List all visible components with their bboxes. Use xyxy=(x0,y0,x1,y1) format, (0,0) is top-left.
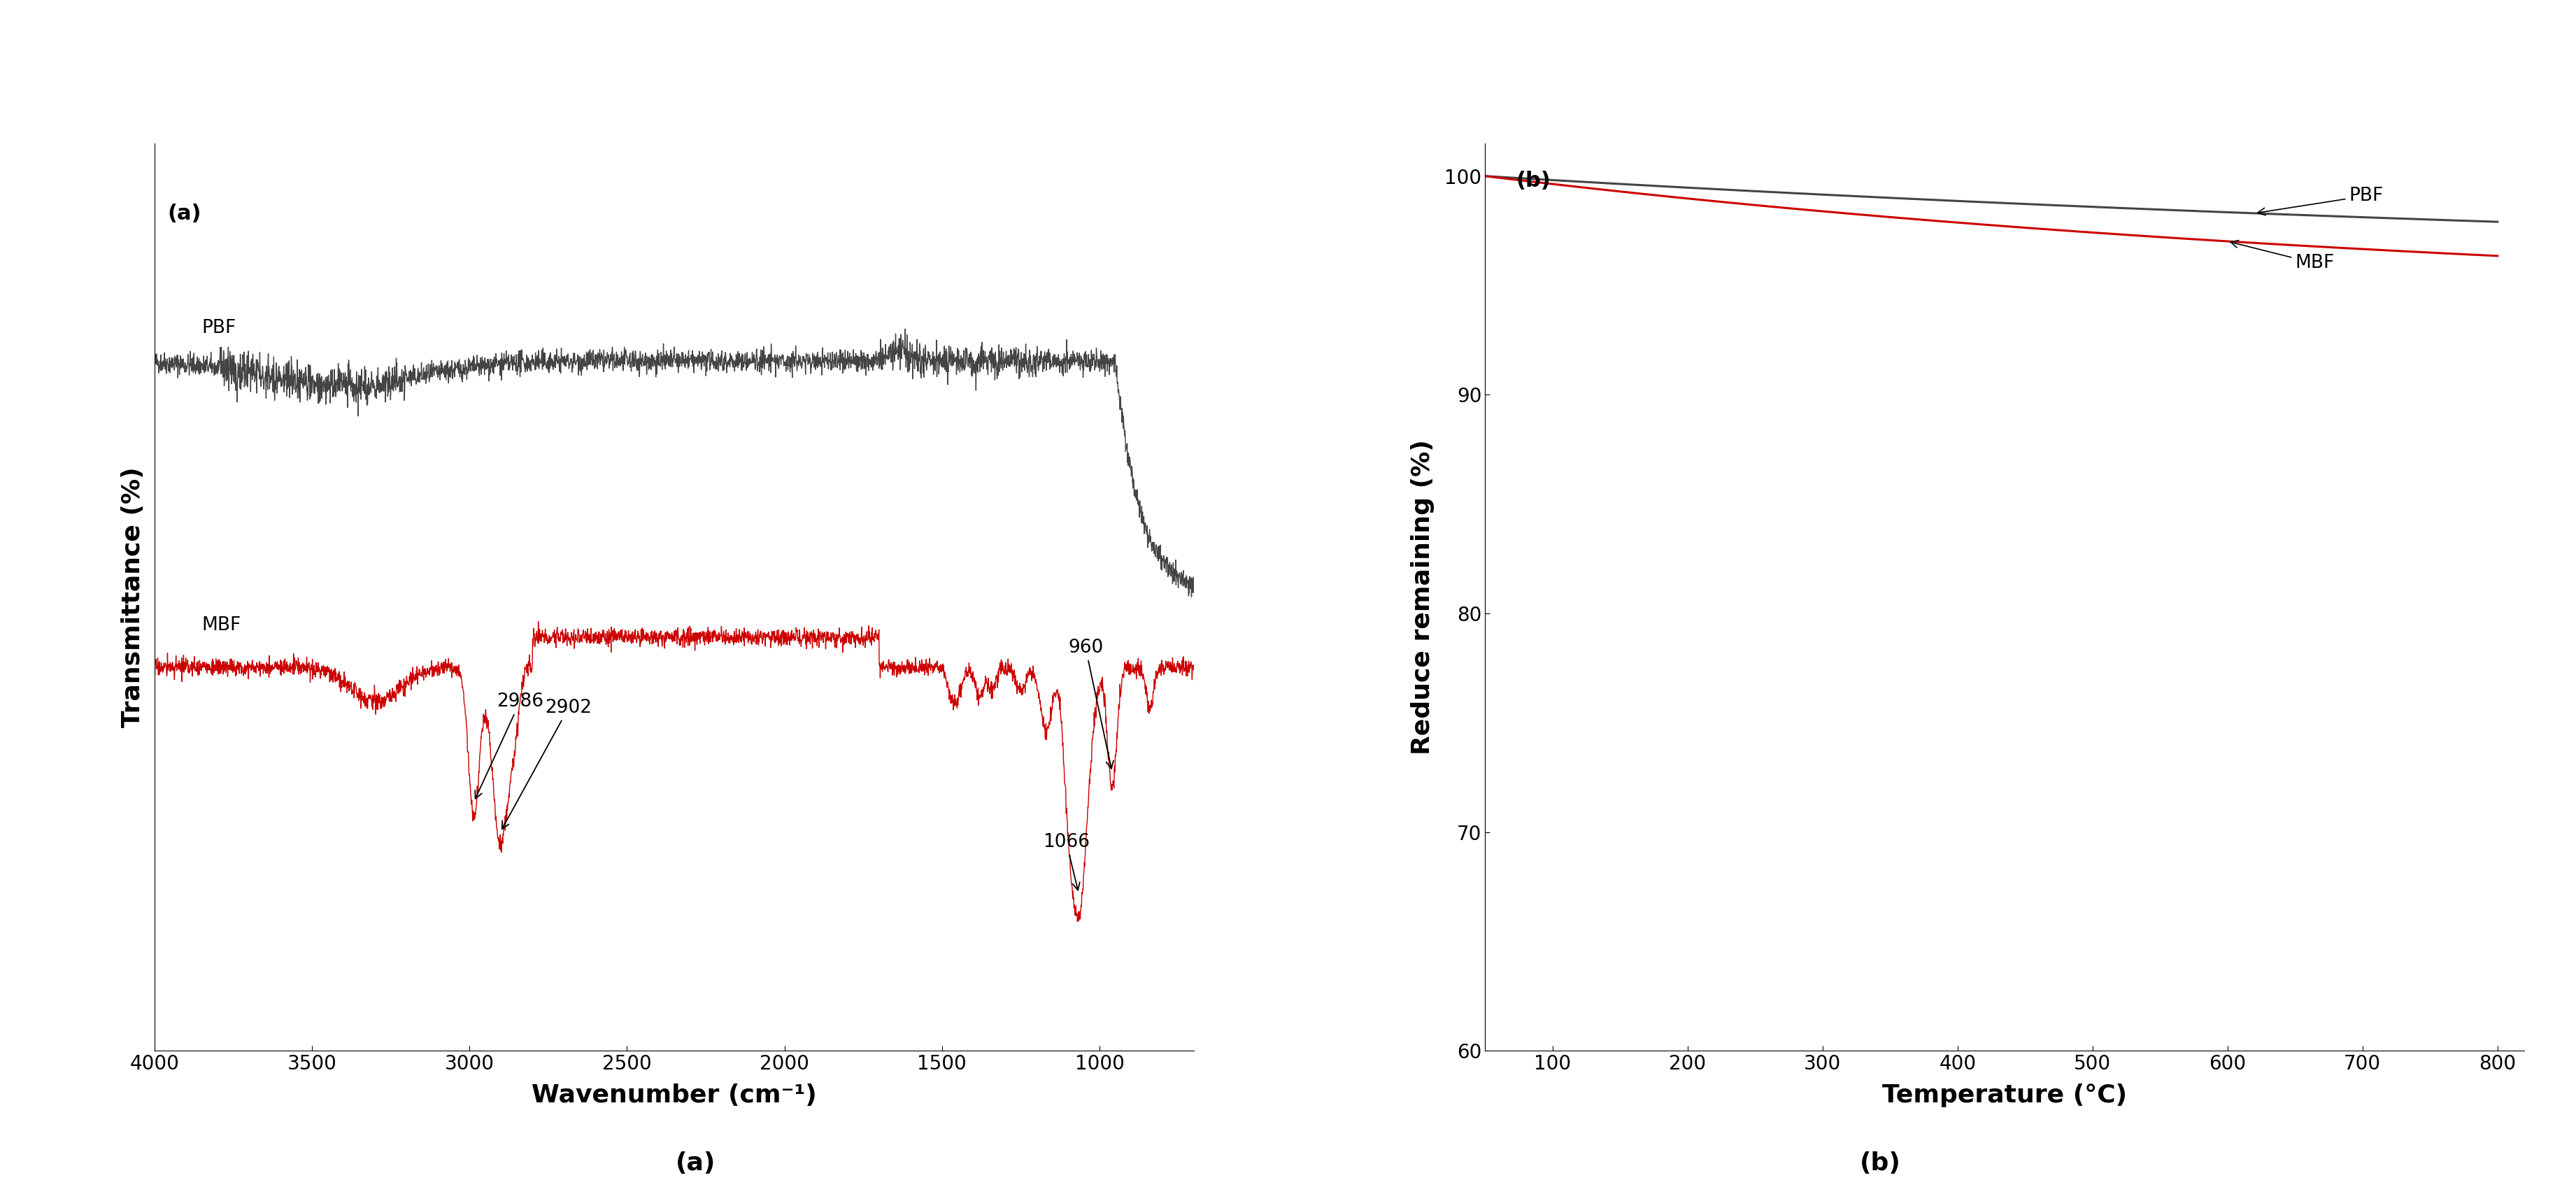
Text: (b): (b) xyxy=(1860,1151,1901,1175)
Text: 2902: 2902 xyxy=(502,698,592,829)
Text: (b): (b) xyxy=(1517,171,1551,191)
Text: 2986: 2986 xyxy=(474,693,544,799)
X-axis label: Temperature (°C): Temperature (°C) xyxy=(1883,1083,2128,1107)
Text: MBF: MBF xyxy=(201,616,242,634)
X-axis label: Wavenumber (cm⁻¹): Wavenumber (cm⁻¹) xyxy=(531,1083,817,1107)
Text: MBF: MBF xyxy=(2231,240,2334,272)
Text: PBF: PBF xyxy=(201,319,237,337)
Text: 1066: 1066 xyxy=(1043,833,1090,891)
Y-axis label: Transmittance (%): Transmittance (%) xyxy=(121,467,144,727)
Y-axis label: Reduce remaining (%): Reduce remaining (%) xyxy=(1412,439,1435,755)
Text: PBF: PBF xyxy=(2257,186,2383,215)
Text: (a): (a) xyxy=(675,1151,716,1175)
Text: 960: 960 xyxy=(1069,639,1113,769)
Text: (a): (a) xyxy=(167,204,201,224)
